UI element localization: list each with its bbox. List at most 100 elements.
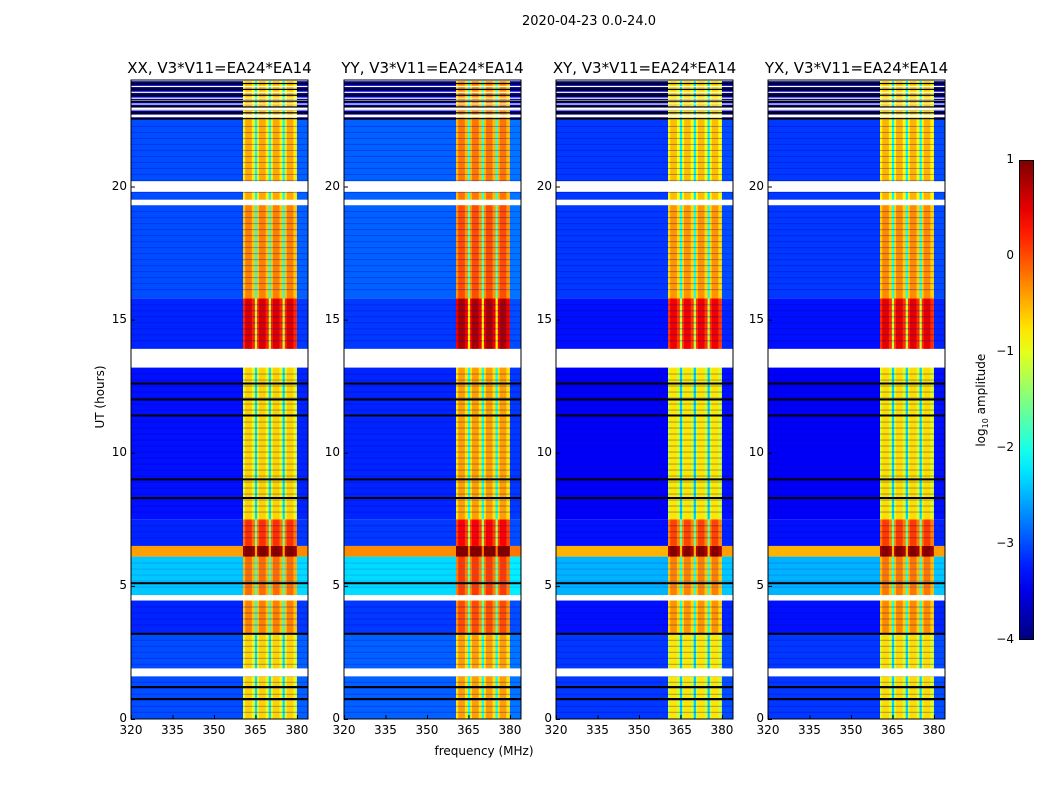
heatmap-cell bbox=[344, 556, 457, 596]
heatmap-cell bbox=[254, 556, 258, 596]
flagged-region bbox=[556, 595, 733, 601]
y-tick-label: 0 bbox=[332, 711, 340, 725]
flag-stripe bbox=[131, 97, 308, 99]
y-tick-mark bbox=[344, 719, 348, 720]
flag-stripe bbox=[344, 80, 521, 82]
heatmap-cell bbox=[344, 545, 457, 557]
heatmap-cell bbox=[499, 298, 507, 349]
flag-stripe bbox=[556, 115, 733, 117]
heatmap-cell bbox=[131, 580, 308, 582]
heatmap-cell bbox=[768, 481, 945, 483]
heatmap-cell bbox=[697, 119, 705, 200]
heatmap-cell bbox=[344, 475, 521, 477]
colorbar-label-prefix: log bbox=[973, 428, 988, 447]
heatmap-cell bbox=[768, 241, 945, 243]
heatmap-cell bbox=[245, 367, 252, 520]
heatmap-cell bbox=[556, 531, 733, 533]
heatmap-cell bbox=[891, 545, 895, 557]
heatmap-cell bbox=[481, 545, 484, 557]
heatmap-cell bbox=[131, 131, 308, 133]
heatmap-cell bbox=[556, 639, 733, 641]
heatmap-cell bbox=[556, 711, 733, 713]
y-tick-label: 10 bbox=[324, 444, 340, 459]
heatmap-cell bbox=[296, 556, 308, 596]
heatmap-cell bbox=[768, 125, 945, 127]
x-tick-label: 380 bbox=[498, 723, 522, 737]
heatmap-cell bbox=[919, 545, 922, 557]
heatmap-cell bbox=[768, 328, 945, 330]
heatmap-cell bbox=[556, 334, 733, 336]
heatmap-cell bbox=[896, 519, 903, 546]
heatmap-cell bbox=[131, 693, 308, 695]
heatmap-cell bbox=[556, 586, 733, 588]
heatmap-cell bbox=[286, 600, 294, 634]
heatmap-cell bbox=[131, 167, 308, 169]
x-tick-label: 350 bbox=[415, 723, 439, 737]
heatmap-cell bbox=[768, 687, 945, 689]
heatmap-cell bbox=[693, 600, 696, 634]
heatmap-cell bbox=[509, 119, 521, 200]
heatmap-cell bbox=[344, 451, 521, 453]
heatmap-cell bbox=[254, 367, 258, 520]
heatmap-cell bbox=[282, 519, 285, 546]
heatmap-cell bbox=[495, 545, 498, 557]
heatmap-cell bbox=[282, 556, 285, 596]
x-tick-label: 350 bbox=[202, 723, 226, 737]
y-tick-mark bbox=[344, 186, 348, 188]
heatmap-cell bbox=[245, 545, 252, 557]
heatmap-cell bbox=[131, 499, 308, 501]
heatmap-cell bbox=[556, 439, 733, 441]
heatmap-cell bbox=[254, 298, 258, 349]
black-line bbox=[556, 398, 733, 401]
heatmap-cell bbox=[697, 367, 705, 520]
heatmap-cell bbox=[891, 367, 895, 520]
heatmap-cell bbox=[344, 298, 457, 349]
x-tick-label: 380 bbox=[710, 723, 734, 737]
heatmap-cell bbox=[131, 475, 308, 477]
heatmap-cell bbox=[259, 545, 266, 557]
x-tick-label: 335 bbox=[161, 723, 184, 737]
heatmap-cell bbox=[923, 519, 931, 546]
heatmap-cell bbox=[882, 545, 889, 557]
heatmap-cell bbox=[768, 161, 945, 163]
heatmap-cell bbox=[344, 663, 521, 665]
heatmap-cell bbox=[344, 639, 521, 641]
black-line bbox=[556, 478, 733, 481]
black-line bbox=[344, 382, 521, 385]
heatmap-cell bbox=[882, 367, 889, 520]
flag-stripe bbox=[131, 80, 308, 82]
heatmap-cell bbox=[131, 277, 308, 279]
heatmap-cell bbox=[344, 179, 521, 181]
heatmap-cell bbox=[344, 705, 521, 707]
heatmap-cell bbox=[259, 367, 266, 520]
black-line bbox=[344, 414, 521, 417]
heatmap-cell bbox=[131, 149, 308, 151]
heatmap-cell bbox=[131, 322, 308, 324]
heatmap-cell bbox=[556, 379, 733, 381]
heatmap-cell bbox=[721, 298, 733, 349]
heatmap-cell bbox=[131, 373, 308, 375]
heatmap-cell bbox=[556, 556, 669, 596]
heatmap-cell bbox=[485, 298, 493, 349]
heatmap-cell bbox=[458, 556, 465, 596]
heatmap-cell bbox=[344, 131, 521, 133]
flagged-region bbox=[344, 106, 521, 110]
flagged-region bbox=[556, 181, 733, 192]
panel-frame bbox=[767, 79, 946, 720]
heatmap-cell bbox=[282, 367, 285, 520]
heatmap-cell bbox=[909, 545, 917, 557]
heatmap-cell bbox=[344, 283, 521, 285]
heatmap-cell bbox=[721, 545, 733, 557]
heatmap-cell bbox=[344, 651, 521, 653]
heatmap-cell bbox=[344, 385, 521, 387]
heatmap-cell bbox=[679, 545, 683, 557]
heatmap-cell bbox=[272, 600, 280, 634]
heatmap-cell bbox=[768, 259, 945, 261]
heatmap-cell bbox=[296, 545, 308, 557]
heatmap-cell bbox=[344, 699, 521, 701]
x-tick-mark bbox=[385, 715, 387, 719]
heatmap-cell bbox=[131, 379, 308, 381]
heatmap-cell bbox=[254, 545, 258, 557]
heatmap-cell bbox=[556, 155, 733, 157]
heatmap-cell bbox=[768, 505, 945, 507]
